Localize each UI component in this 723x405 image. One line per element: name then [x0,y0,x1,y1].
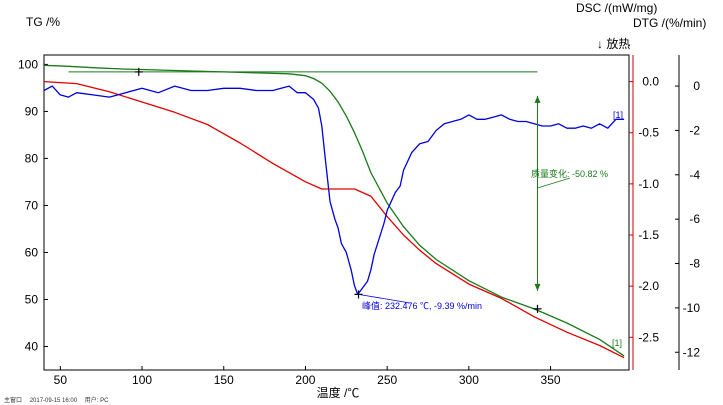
mass-change-label: 质量变化: -50.82 % [531,168,608,179]
dsc-tick-label: -2.0 [638,279,659,293]
dsc-tick-label: -2.5 [638,330,659,344]
exotherm-direction-label: ↓ 放热 [597,36,630,51]
x-tick-label: 150 [214,373,234,387]
dsc-tick-label: -1.0 [638,177,659,191]
dtg-tick-label: -10 [683,301,701,315]
tg-curve [43,64,625,357]
mass-change-arrowhead-top [534,95,541,103]
tg-tick-label: 70 [25,198,39,212]
dtg-curve-end-label: [1] [613,110,623,120]
tg-tick-label: 80 [25,151,39,165]
plot-frame [43,54,630,371]
tg-tick-label: 60 [25,245,39,259]
x-tick-label: 200 [295,373,315,387]
dtg-tick-label: -6 [689,212,700,226]
dtg-curve [43,85,625,296]
tg-tick-label: 90 [25,104,39,118]
dtg-tick-label: -4 [689,168,700,182]
marker-cross [533,304,542,313]
tg-curve-end-label: [1] [612,338,622,348]
dtg-tick-label: -12 [683,345,701,359]
footer-window-name: 主窗口 [4,398,23,404]
status-footer: 主窗口 2017-09-15 16:00 用户: PC [4,395,114,404]
dtg-tick-label: -2 [689,123,700,137]
axis-ticks: 50 100 150 200 250 300 350 40 50 60 70 80 90 100 0.0 -0… [18,57,700,387]
tg-tick-label: 40 [25,339,39,353]
dsc-tick-label: -0.5 [638,126,659,140]
x-tick-label: 350 [541,373,561,387]
x-tick-label: 50 [54,373,68,387]
tg-tick-label: 50 [25,292,39,306]
mass-change-leader [537,177,571,189]
dsc-tick-label: 0.0 [642,75,659,89]
peak-annotation-label: 峰值: 232.476 ℃, -9.39 %/min [362,300,482,311]
footer-user: 用户: PC [84,398,109,404]
x-tick-label: 300 [459,373,479,387]
tg-tick-label: 100 [18,57,38,71]
annotations: 质量变化: -50.82 % 峰值: 232.476 ℃, -9.39 %/mi… [134,67,623,348]
mass-change-arrowhead-bottom [534,283,541,291]
dtg-axis-title: DTG /(%/min) [633,16,706,30]
peak-leader [358,293,411,304]
footer-timestamp: 2017-09-15 16:00 [29,398,78,404]
x-tick-label: 100 [132,373,152,387]
x-tick-label: 250 [377,373,397,387]
data-series [43,64,625,359]
marker-cross [134,67,143,76]
dtg-tick-label: -8 [689,257,700,271]
x-axis-title: 温度 /℃ [317,385,360,400]
dsc-axis-title: DSC /(mW/mg) [576,1,657,15]
dsc-tick-label: -1.5 [638,228,659,242]
dsc-curve [43,80,625,359]
dtg-tick-label: 0 [693,79,700,93]
tg-axis-title: TG /% [26,15,60,29]
